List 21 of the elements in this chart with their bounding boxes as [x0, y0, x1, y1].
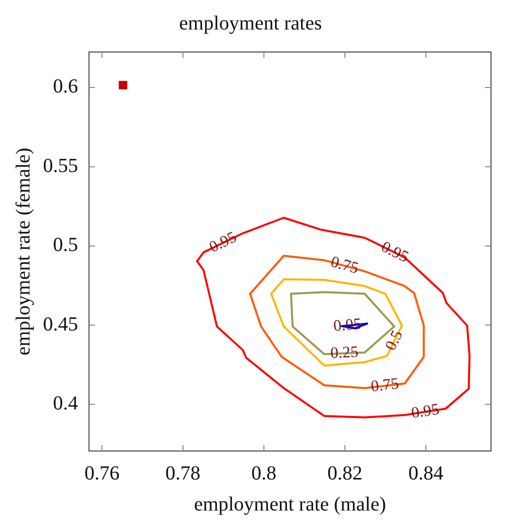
annotation: 0.75 [328, 254, 360, 278]
chart-title: employment rates [179, 12, 322, 34]
annotation: 0.95 [206, 228, 240, 256]
y-axis-title: employment rate (female) [12, 148, 34, 356]
annotation: 0.95 [410, 401, 440, 422]
x-axis-title: employment rate (male) [194, 493, 386, 516]
y-tick-label: 0.45 [43, 313, 78, 336]
annotation: 0.25 [330, 344, 359, 362]
x-tick-label: 0.76 [84, 462, 120, 484]
annotation: 0.05 [332, 316, 362, 336]
y-tick-label: 0.5 [53, 234, 78, 256]
annotation: 0.5 [382, 328, 406, 354]
x-tick-label: 0.78 [165, 462, 200, 484]
x-tick-label: 0.84 [408, 462, 444, 484]
y-tick-label: 0.6 [53, 76, 78, 98]
y-tick-label: 0.55 [43, 154, 78, 177]
annotation: 0.75 [370, 375, 400, 396]
x-tick-label: 0.82 [327, 462, 362, 484]
x-tick-label: 0.8 [251, 462, 276, 484]
y-tick-label: 0.4 [53, 392, 78, 415]
annotation: 0.95 [378, 238, 412, 266]
